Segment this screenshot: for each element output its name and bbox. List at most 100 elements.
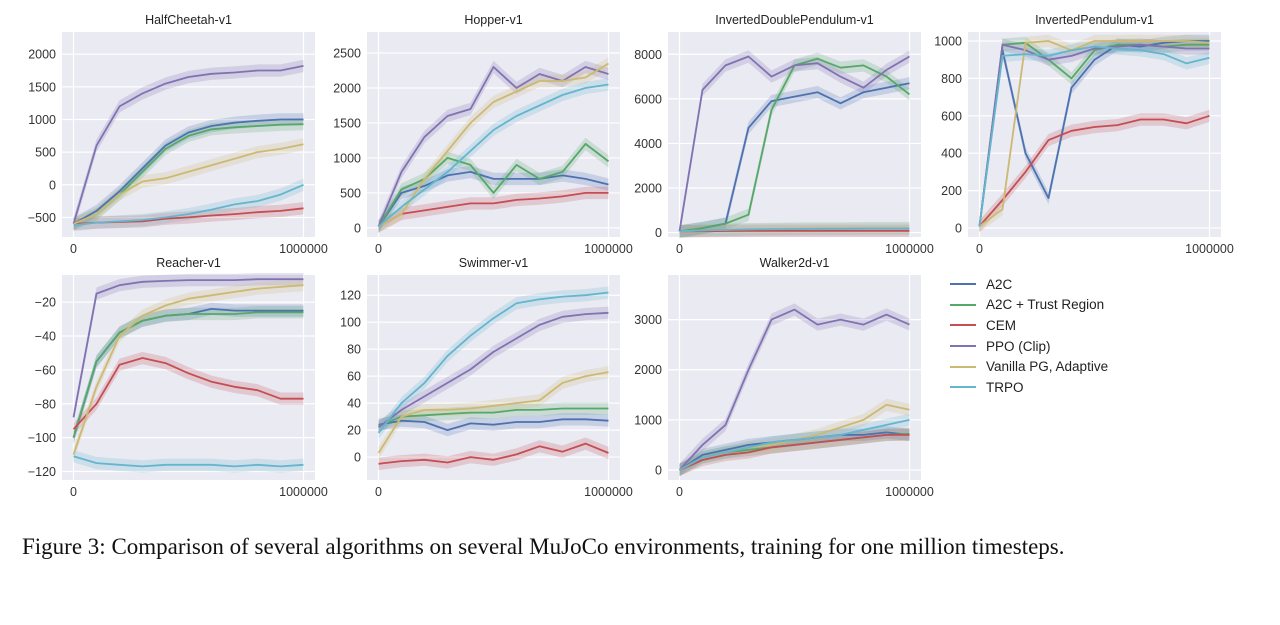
legend-label: A2C + Trust Region (986, 297, 1105, 313)
band-a2c (378, 165, 609, 233)
y-tick-label: −80 (35, 397, 56, 411)
series-line-vanilla-pg-adaptive (72, 284, 304, 455)
x-tick-label: 0 (676, 242, 683, 256)
series-line-ppo-clip (678, 55, 910, 232)
subplot-title: InvertedPendulum-v1 (1035, 13, 1154, 27)
y-tick-label: 800 (941, 72, 962, 86)
y-tick-label: 80 (347, 343, 361, 357)
series-line-cem (679, 229, 910, 233)
y-tick-label: −40 (35, 329, 56, 343)
x-tick-label: 0 (70, 485, 77, 499)
y-tick-label: 500 (340, 186, 361, 200)
x-tick-label: 1000000 (885, 485, 934, 499)
series-line-trpo (73, 455, 304, 468)
series-line-vanilla-pg-adaptive (378, 62, 609, 228)
legend-label: CEM (986, 317, 1016, 333)
series-line-cem (978, 114, 1210, 227)
series-line-ppo-clip (678, 308, 910, 471)
legend-swatch (950, 283, 976, 286)
subplot-title: HalfCheetah-v1 (145, 13, 232, 27)
y-tick-label: 4000 (634, 137, 662, 151)
subplot-title: Hopper-v1 (464, 13, 522, 27)
series-line-cem (679, 433, 910, 471)
y-tick-label: 20 (347, 424, 361, 438)
x-tick-label: 1000000 (584, 485, 633, 499)
band-ppo-clip (679, 303, 910, 477)
band-ppo-clip (73, 273, 304, 424)
subplot-invertedpendulum-v1: 0 200 400 600 800 1000 0 1000000 InvertedPendulu… (934, 13, 1234, 256)
band-trpo (378, 286, 609, 439)
y-tick-label: 200 (941, 184, 962, 198)
legend-label: PPO (Clip) (986, 338, 1051, 354)
subplot-inverteddoublependulum-v1: 0 2000 4000 6000 8000 0 1000000 InvertedDoubleP… (634, 13, 934, 256)
x-tick-label: 0 (976, 242, 983, 256)
y-tick-label: 1000 (28, 113, 56, 127)
subplot-reacher-v1: −120 −100 −80 −60 −40 −20 0 1000000 Reacher-v1 (28, 256, 328, 499)
series-line-ppo-clip (72, 278, 304, 418)
y-tick-label: −20 (35, 296, 56, 310)
y-tick-label: 0 (49, 178, 56, 192)
series-line-vanilla-pg-adaptive (73, 143, 304, 225)
subplot-hopper-v1: 0 500 1000 1500 2000 2500 0 1000000 Hopper-v1 (333, 13, 633, 256)
series-line-cem (378, 442, 609, 465)
y-tick-label: 1000 (634, 413, 662, 427)
x-tick-label: 0 (375, 242, 382, 256)
y-tick-label: −100 (28, 431, 56, 445)
band-a2c-trust-region (679, 427, 910, 477)
y-tick-label: 2000 (634, 363, 662, 377)
x-tick-label: 0 (676, 485, 683, 499)
y-tick-label: 1000 (333, 151, 361, 165)
legend-item: A2C + Trust Region (950, 295, 1108, 316)
y-tick-label: 60 (347, 370, 361, 384)
x-tick-label: 0 (375, 485, 382, 499)
series-line-a2c-trust-region (377, 142, 610, 227)
series-line-a2c (73, 118, 304, 225)
y-tick-label: 500 (35, 146, 56, 160)
y-tick-label: 2500 (333, 46, 361, 60)
band-a2c (679, 77, 910, 238)
series-line-trpo (377, 291, 609, 434)
legend-label: TRPO (986, 379, 1024, 395)
subplot-swimmer-v1: 0 20 40 60 80 100 120 0 1000000 Swimmer-v1 (340, 256, 633, 499)
series-line-cem (72, 357, 304, 430)
legend-swatch (950, 345, 976, 348)
y-tick-label: 600 (941, 109, 962, 123)
series-line-a2c (978, 40, 1210, 227)
y-tick-label: 2000 (28, 48, 56, 62)
band-ppo-clip (378, 306, 609, 434)
y-tick-label: 400 (941, 147, 962, 161)
series-line-vanilla-pg-adaptive (978, 40, 1210, 227)
band-vanilla-pg-adaptive (73, 138, 304, 231)
band-vanilla-pg-adaptive (979, 34, 1210, 233)
series-line-a2c-trust-region (978, 41, 1210, 227)
y-tick-label: −120 (28, 465, 56, 479)
series-line-ppo-clip (978, 43, 1210, 227)
y-tick-label: 0 (655, 226, 662, 240)
series-line-a2c (378, 418, 609, 432)
y-tick-label: 1500 (333, 116, 361, 130)
series-line-a2c-trust-region (378, 407, 609, 427)
x-tick-label: 0 (70, 242, 77, 256)
legend-item: TRPO (950, 377, 1108, 398)
subplot-walker2d-v1: 0 1000 2000 3000 0 1000000 Walker2d-v1 (634, 256, 934, 499)
y-tick-label: 2000 (333, 81, 361, 95)
subplot-title: InvertedDoublePendulum-v1 (715, 13, 873, 27)
legend-swatch (950, 365, 976, 368)
series-line-trpo (978, 45, 1210, 227)
series-line-ppo-clip (377, 66, 609, 227)
plot-background (62, 32, 315, 237)
y-tick-label: 8000 (634, 48, 662, 62)
band-a2c-trust-region (679, 52, 910, 238)
y-tick-label: 0 (655, 463, 662, 477)
series-line-a2c-trust-region (72, 311, 304, 438)
y-tick-label: 40 (347, 397, 361, 411)
legend-item: PPO (Clip) (950, 336, 1108, 357)
legend-item: Vanilla PG, Adaptive (950, 356, 1108, 377)
subplot-title: Swimmer-v1 (459, 256, 528, 270)
series-line-ppo-clip (72, 65, 304, 225)
y-tick-label: 0 (354, 451, 361, 465)
legend-label: A2C (986, 276, 1013, 292)
legend-label: Vanilla PG, Adaptive (986, 359, 1109, 375)
band-cem (73, 351, 304, 436)
series-line-trpo (73, 183, 304, 227)
